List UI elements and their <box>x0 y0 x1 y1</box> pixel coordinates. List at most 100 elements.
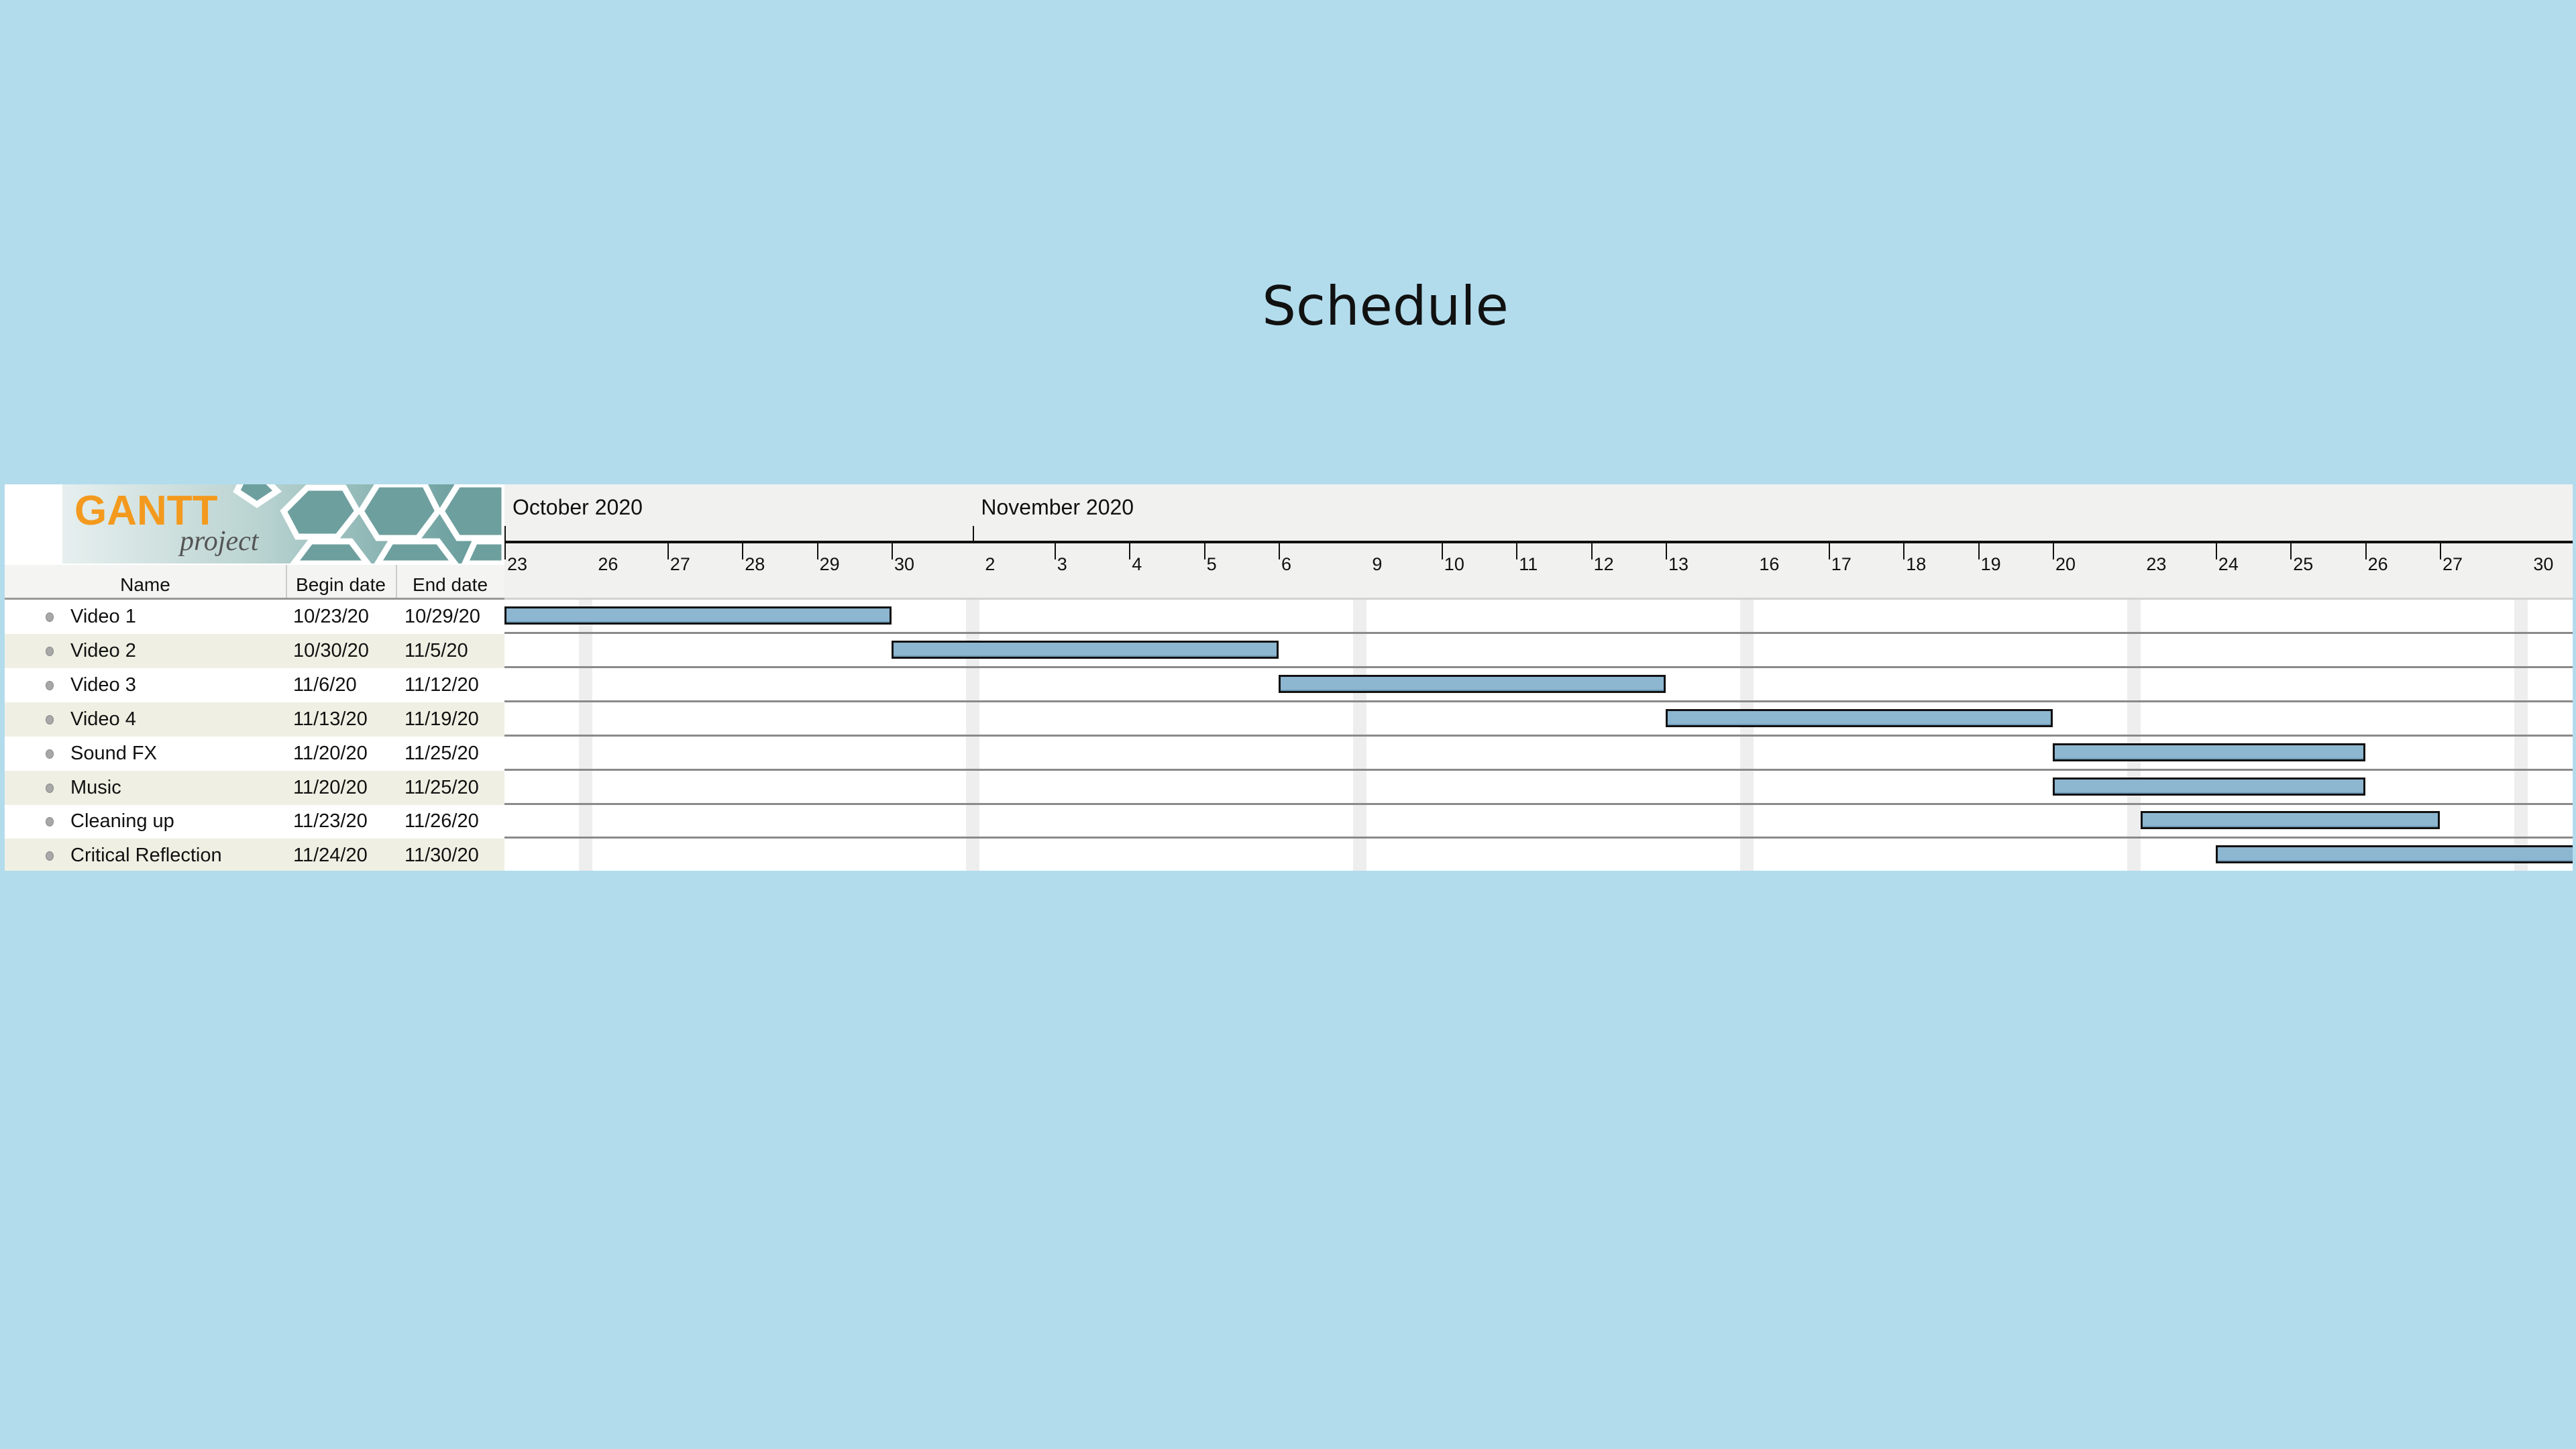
day-label: 10 <box>1444 554 1464 574</box>
task-end-date: 11/26/20 <box>405 810 479 833</box>
task-begin-date: 10/23/20 <box>293 606 369 627</box>
day-tick <box>1279 542 1280 559</box>
timeline-header: October 2020 November 2020 23 26 27 28 29 30 2 3 4… <box>504 484 2573 600</box>
day-tick <box>1591 542 1593 559</box>
task-bullet-icon <box>46 680 54 690</box>
day-label: 19 <box>1980 554 2001 574</box>
day-label: 30 <box>2533 554 2554 574</box>
day-label: 24 <box>2218 554 2239 574</box>
task-begin-date: 11/6/20 <box>293 674 357 696</box>
day-tick <box>2440 542 2441 559</box>
task-bullet-icon <box>46 783 54 793</box>
day-label: 26 <box>2367 554 2388 574</box>
month-label: October 2020 <box>513 495 643 519</box>
task-bar[interactable] <box>892 640 1279 659</box>
day-tick <box>2053 542 2054 559</box>
day-label: 3 <box>1057 554 1067 574</box>
timeline-axis <box>504 541 2573 543</box>
day-label: 16 <box>1759 554 1780 574</box>
day-tick <box>1828 542 1830 559</box>
task-row[interactable]: Critical Reflection 11/24/20 11/30/20 <box>5 839 504 871</box>
column-header-begin-date[interactable]: Begin date <box>286 565 397 598</box>
day-label: 12 <box>1593 554 1614 574</box>
task-end-date: 11/19/20 <box>405 708 479 730</box>
task-row[interactable]: Video 3 11/6/20 11/12/20 <box>5 668 504 702</box>
task-bar[interactable] <box>2053 777 2365 796</box>
day-label: 9 <box>1372 554 1383 574</box>
day-label: 23 <box>507 554 528 574</box>
day-label: 27 <box>669 554 690 574</box>
task-bar[interactable] <box>504 606 892 625</box>
ganttproject-logo: GANTT project <box>62 484 504 564</box>
task-begin-date: 11/23/20 <box>293 810 368 833</box>
row-separator <box>504 665 2573 668</box>
month-tick <box>973 526 975 542</box>
row-separator <box>504 632 2573 634</box>
day-label: 27 <box>2443 554 2463 574</box>
day-tick <box>1666 542 1667 559</box>
task-row[interactable]: Cleaning up 11/23/20 11/26/20 <box>5 804 504 839</box>
day-tick <box>2365 542 2367 559</box>
task-bullet-icon <box>46 817 54 827</box>
task-bullet-icon <box>46 612 54 622</box>
task-end-date: 11/12/20 <box>405 674 479 696</box>
task-row[interactable]: Sound FX 11/20/20 11/25/20 <box>5 737 504 771</box>
task-row[interactable]: Video 2 10/30/20 11/5/20 <box>5 633 504 668</box>
task-bar[interactable] <box>2215 845 2573 864</box>
gantt-timeline: October 2020 November 2020 23 26 27 28 29 30 2 3 4… <box>504 484 2573 871</box>
task-name: Video 2 <box>70 639 136 661</box>
month-label: November 2020 <box>981 495 1134 519</box>
day-tick <box>1978 542 1980 559</box>
task-bullet-icon <box>46 714 54 724</box>
row-separator <box>504 768 2573 771</box>
svg-text:project: project <box>178 526 260 557</box>
task-name: Video 1 <box>70 606 136 627</box>
task-bullet-icon <box>46 749 54 759</box>
task-begin-date: 11/24/20 <box>293 845 368 867</box>
column-header-name[interactable]: Name <box>5 565 287 598</box>
day-label: 11 <box>1519 554 1538 574</box>
day-tick <box>742 542 744 559</box>
task-bullet-icon <box>46 646 54 656</box>
task-bar[interactable] <box>1666 708 2053 727</box>
day-tick <box>816 542 818 559</box>
day-label: 18 <box>1906 554 1927 574</box>
day-label: 26 <box>598 554 619 574</box>
task-begin-date: 11/13/20 <box>293 708 368 730</box>
task-row[interactable]: Video 4 11/13/20 11/19/20 <box>5 702 504 737</box>
day-label: 2 <box>985 554 996 574</box>
day-label: 28 <box>745 554 765 574</box>
row-separator <box>504 734 2573 737</box>
slide-title: Schedule <box>1262 275 1509 337</box>
task-begin-date: 11/20/20 <box>293 776 368 798</box>
day-label: 29 <box>819 554 840 574</box>
task-end-date: 11/5/20 <box>405 639 468 661</box>
day-tick <box>504 542 506 559</box>
task-bar[interactable] <box>2141 811 2440 830</box>
day-tick <box>1129 542 1131 559</box>
task-bar[interactable] <box>2053 743 2365 761</box>
day-tick <box>1441 542 1443 559</box>
day-label: 4 <box>1132 554 1142 574</box>
table-header: Name Begin date End date <box>5 565 504 600</box>
task-row[interactable]: Video 1 10/23/20 10/29/20 <box>5 600 504 634</box>
task-name: Music <box>70 776 121 798</box>
task-name: Video 4 <box>70 708 136 730</box>
month-tick <box>504 526 506 542</box>
column-header-end-date[interactable]: End date <box>412 574 488 595</box>
day-tick <box>667 542 669 559</box>
task-name: Sound FX <box>70 742 157 764</box>
day-tick <box>892 542 893 559</box>
day-label: 25 <box>2293 554 2314 574</box>
task-end-date: 11/30/20 <box>405 845 479 867</box>
day-tick <box>2215 542 2217 559</box>
row-separator <box>504 802 2573 805</box>
task-row[interactable]: Music 11/20/20 11/25/20 <box>5 770 504 805</box>
task-end-date: 11/25/20 <box>405 776 479 798</box>
day-label: 20 <box>2055 554 2076 574</box>
task-bullet-icon <box>46 851 54 861</box>
task-bar[interactable] <box>1279 674 1666 693</box>
task-begin-date: 10/30/20 <box>293 639 369 661</box>
task-end-date: 11/25/20 <box>405 742 479 764</box>
day-label: 5 <box>1206 554 1217 574</box>
